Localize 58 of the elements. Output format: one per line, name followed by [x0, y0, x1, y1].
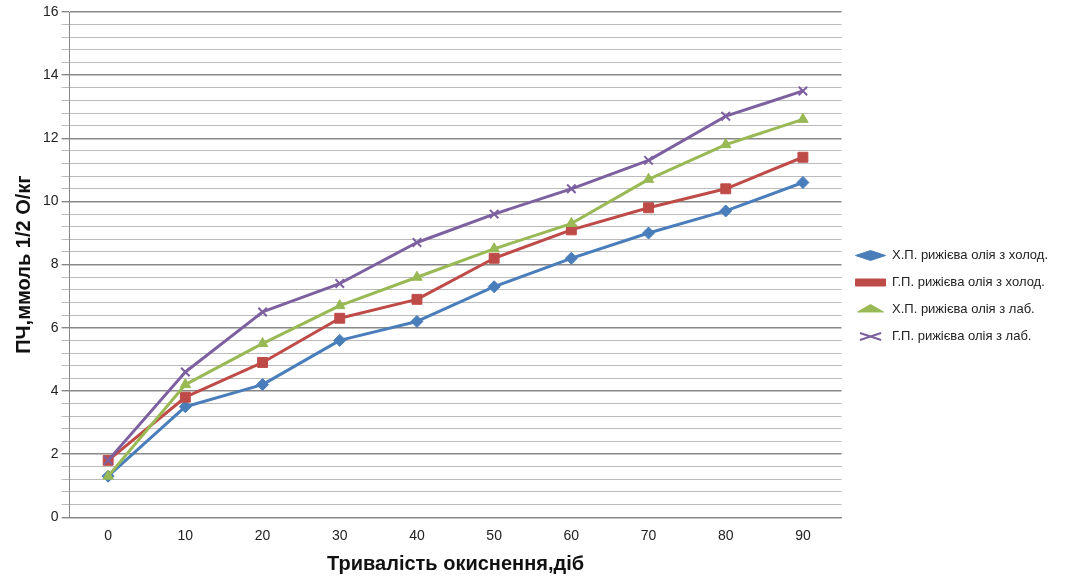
- point: [797, 151, 809, 163]
- x-tick-label: 50: [486, 527, 503, 544]
- point: [720, 183, 732, 195]
- x-tick-label: 10: [177, 527, 194, 544]
- y-tick-label: 14: [42, 66, 59, 83]
- point: [257, 306, 268, 318]
- point: [411, 293, 423, 305]
- point: [257, 357, 269, 368]
- x-axis-title: Тривалість окиснення,діб: [327, 551, 585, 574]
- legend-label: Х.П. рижієва олія з холод.: [892, 247, 1049, 263]
- x-tick-label: 60: [563, 527, 580, 544]
- x-tick-label: 30: [331, 527, 348, 544]
- point: [643, 202, 654, 214]
- point: [797, 85, 809, 97]
- point: [333, 333, 347, 347]
- y-tick-label: 16: [42, 2, 59, 19]
- point: [256, 378, 270, 392]
- point: [488, 208, 500, 220]
- y-tick-label: 2: [50, 444, 59, 461]
- y-tick-label: 12: [42, 129, 59, 146]
- point: [566, 183, 577, 195]
- x-tick-label: 40: [409, 527, 425, 544]
- point: [720, 110, 731, 122]
- point: [642, 172, 655, 183]
- x-tick-label: 20: [254, 527, 271, 544]
- y-tick-label: 10: [42, 192, 59, 209]
- legend-label: Х.П. рижієва олія з лаб.: [892, 301, 1035, 317]
- y-tick-label: 6: [50, 318, 59, 335]
- legend-label: Г.П. рижієва олія з лаб.: [892, 328, 1032, 344]
- point: [720, 138, 732, 149]
- point: [179, 391, 191, 403]
- point: [487, 280, 501, 294]
- x-tick-label: 80: [717, 527, 734, 544]
- x-tick-label: 0: [104, 527, 113, 544]
- y-tick-label: 8: [50, 255, 59, 272]
- point: [410, 314, 424, 328]
- point: [642, 226, 656, 240]
- point: [411, 270, 423, 281]
- x-tick-label: 70: [640, 527, 657, 544]
- point: [643, 155, 654, 166]
- point: [719, 204, 733, 218]
- point: [565, 217, 578, 228]
- point: [797, 112, 809, 123]
- point: [411, 237, 423, 248]
- point: [334, 299, 346, 310]
- point: [334, 312, 346, 324]
- point: [334, 278, 345, 289]
- point: [488, 252, 500, 264]
- legend-label: Г.П. рижієва олія з холод.: [892, 274, 1045, 290]
- y-tick-label: 4: [50, 381, 59, 398]
- point: [796, 176, 810, 190]
- point: [178, 400, 192, 414]
- y-tick-label: 0: [50, 508, 59, 525]
- point: [179, 378, 192, 389]
- y-axis-title: ПЧ,ммоль 1/2 О/кг: [11, 175, 34, 354]
- x-tick-label: 90: [795, 527, 811, 544]
- point: [564, 251, 578, 265]
- point: [488, 242, 500, 253]
